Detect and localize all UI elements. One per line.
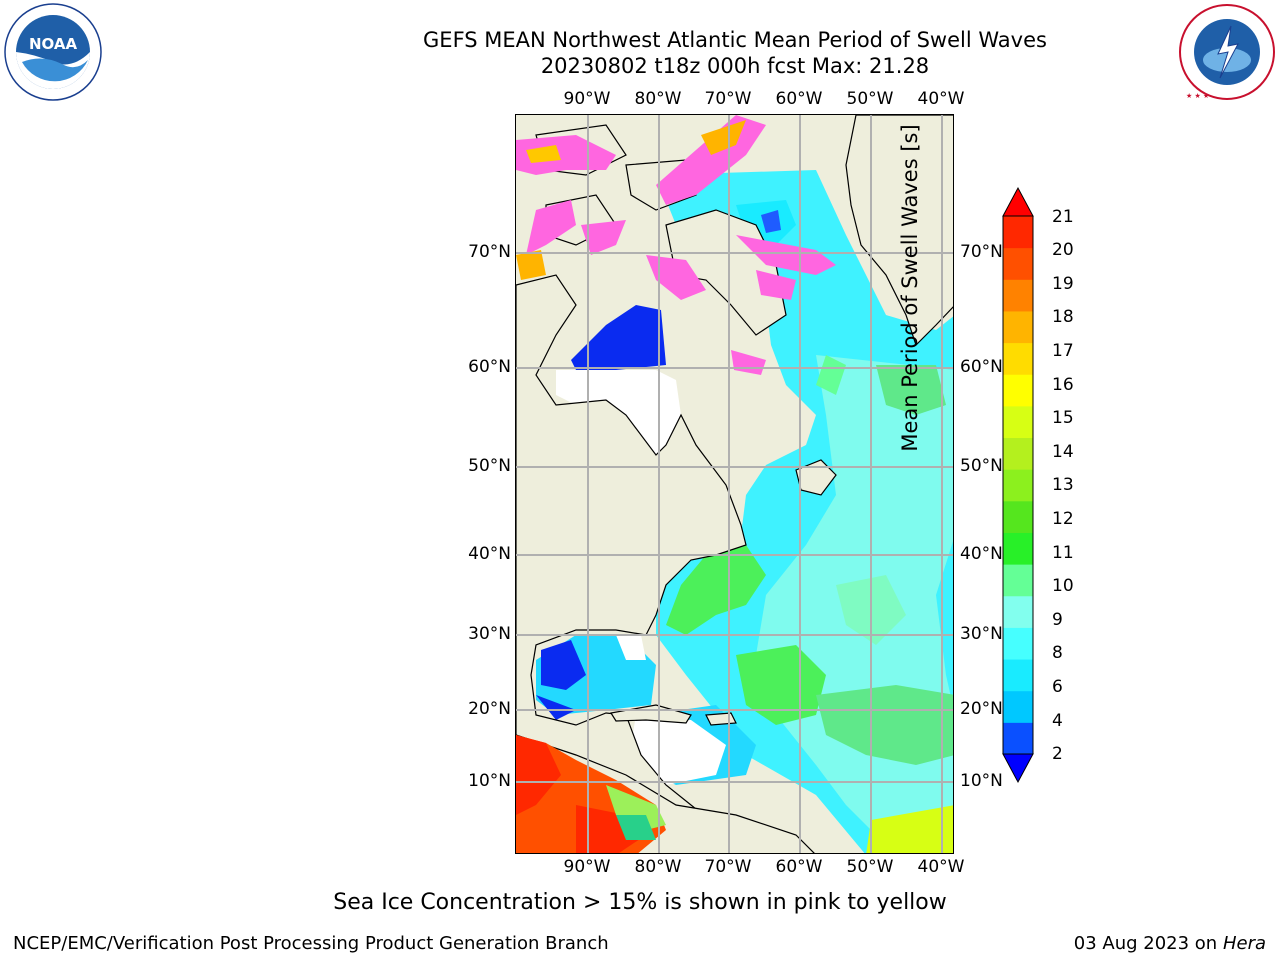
colorbar-over-triangle	[1002, 186, 1034, 217]
colorbar-tick-19: 19	[1052, 274, 1074, 294]
colorbar-tick-20: 20	[1052, 240, 1074, 260]
colorbar-tick-11: 11	[1052, 543, 1074, 563]
colorbar-segment	[1003, 532, 1033, 565]
colorbar-frame	[1002, 215, 1034, 755]
lat-tick-left-40n: 40°N	[468, 544, 511, 564]
lat-tick-left-60n: 60°N	[468, 357, 511, 377]
colorbar-tick-8: 8	[1052, 643, 1063, 663]
lat-tick-right-50n: 50°N	[960, 456, 1003, 476]
lat-tick-right-70n: 70°N	[960, 242, 1003, 262]
lat-tick-right-30n: 30°N	[960, 624, 1003, 644]
colorbar-segment	[1003, 216, 1033, 249]
lon-tick-bottom-80w: 80°W	[634, 857, 682, 877]
lat-tick-right-10n: 10°N	[960, 771, 1003, 791]
colorbar-tick-16: 16	[1052, 375, 1074, 395]
colorbar-under-triangle	[1002, 753, 1034, 784]
graticule	[516, 115, 953, 853]
lon-tick-top-60w: 60°W	[775, 89, 823, 109]
colorbar-tick-13: 13	[1052, 475, 1074, 495]
lon-tick-bottom-70w: 70°W	[704, 857, 752, 877]
colorbar-tick-6: 6	[1052, 677, 1063, 697]
lat-tick-left-50n: 50°N	[468, 456, 511, 476]
colorbar-tick-17: 17	[1052, 341, 1074, 361]
lat-tick-left-10n: 10°N	[468, 771, 511, 791]
lon-tick-bottom-60w: 60°W	[775, 857, 823, 877]
colorbar-tick-12: 12	[1052, 509, 1074, 529]
colorbar-segment	[1003, 500, 1033, 533]
lon-tick-top-40w: 40°W	[917, 89, 965, 109]
chart-title: GEFS MEAN Northwest Atlantic Mean Period…	[423, 28, 1047, 52]
colorbar-segment	[1003, 374, 1033, 407]
noaa-logo: NOAA	[2, 2, 104, 106]
chart-subtitle: 20230802 t18z 000h fcst Max: 21.28	[540, 54, 930, 78]
swell-period-map	[516, 115, 953, 853]
colorbar-label: Mean Period of Swell Waves [s]	[898, 124, 922, 452]
colorbar-segment	[1003, 279, 1033, 312]
colorbar-tick-4: 4	[1052, 711, 1063, 731]
colorbar-segment	[1003, 564, 1033, 597]
colorbar-segment	[1003, 437, 1033, 470]
footer-date: 03 Aug 2023 on Hera	[1074, 933, 1266, 954]
colorbar-segment	[1003, 659, 1033, 692]
lat-tick-right-20n: 20°N	[960, 699, 1003, 719]
lat-tick-right-60n: 60°N	[960, 357, 1003, 377]
colorbar-segment	[1003, 595, 1033, 628]
colorbar-tick-21: 21	[1052, 207, 1074, 227]
colorbar-segment	[1003, 342, 1033, 375]
lat-tick-left-70n: 70°N	[468, 242, 511, 262]
lon-tick-bottom-90w: 90°W	[563, 857, 611, 877]
colorbar-tick-2: 2	[1052, 744, 1063, 764]
sea-ice-caption: Sea Ice Concentration > 15% is shown in …	[333, 890, 947, 915]
lon-tick-bottom-50w: 50°W	[846, 857, 894, 877]
colorbar-tick-18: 18	[1052, 307, 1074, 327]
footer-credit: NCEP/EMC/Verification Post Processing Pr…	[13, 933, 609, 954]
map-panel	[515, 114, 954, 854]
colorbar-segment	[1003, 627, 1033, 660]
colorbar	[1000, 186, 1040, 790]
colorbar-segment	[1003, 690, 1033, 723]
lat-tick-right-40n: 40°N	[960, 544, 1003, 564]
lat-tick-left-20n: 20°N	[468, 699, 511, 719]
pacific-high-swell	[516, 735, 666, 853]
lon-tick-top-70w: 70°W	[704, 89, 752, 109]
colorbar-tick-15: 15	[1052, 408, 1074, 428]
noaa-logo-text: NOAA	[29, 35, 78, 53]
footer-host: Hera	[1222, 933, 1266, 954]
nws-logo: ★ ★ ★	[1176, 2, 1278, 106]
colorbar-segment	[1003, 722, 1033, 755]
footer-date-text: 03 Aug 2023 on	[1073, 933, 1218, 954]
colorbar-segment	[1003, 469, 1033, 502]
colorbar-segment	[1003, 247, 1033, 280]
lat-tick-left-30n: 30°N	[468, 624, 511, 644]
svg-text:★ ★ ★: ★ ★ ★	[1186, 92, 1209, 100]
lon-tick-top-90w: 90°W	[563, 89, 611, 109]
colorbar-tick-14: 14	[1052, 442, 1074, 462]
colorbar-tick-9: 9	[1052, 610, 1063, 630]
colorbar-segment	[1003, 405, 1033, 439]
colorbar-tick-10: 10	[1052, 576, 1074, 596]
lon-tick-top-80w: 80°W	[634, 89, 682, 109]
lon-tick-bottom-40w: 40°W	[917, 857, 965, 877]
colorbar-scale	[1002, 186, 1034, 784]
lon-tick-top-50w: 50°W	[846, 89, 894, 109]
colorbar-segment	[1003, 310, 1033, 344]
ocean-field	[536, 170, 953, 853]
